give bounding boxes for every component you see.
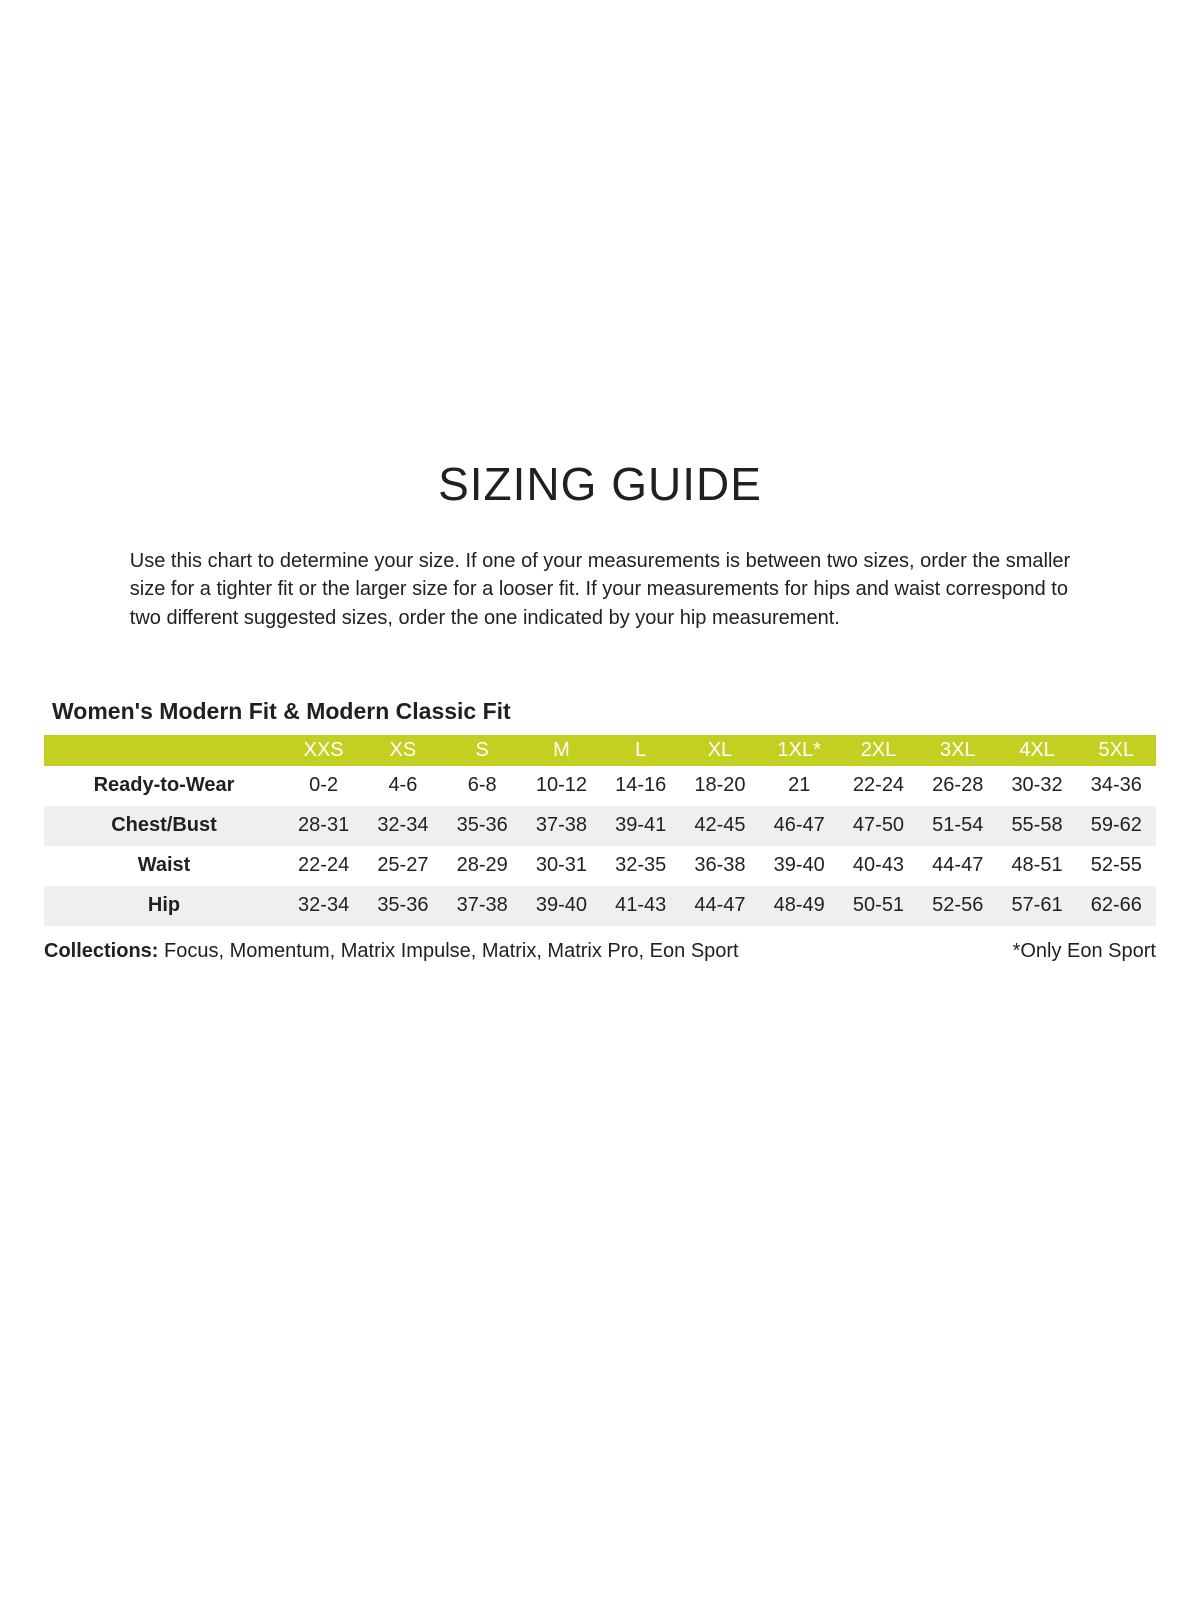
size-cell: 48-49 [773,894,825,917]
size-cell: 44-47 [932,854,984,877]
table-row-chest-bust: Chest/Bust 28-31 32-34 35-36 37-38 39-41… [44,805,1156,846]
intro-paragraph: Use this chart to determine your size. I… [130,547,1070,633]
size-cell: 39-40 [773,854,825,877]
size-cell: 36-38 [694,854,746,877]
size-column-header: 4XL [997,734,1077,766]
size-cell: 39-40 [535,894,587,917]
size-cell: 39-41 [615,814,667,837]
size-column-header: 2XL [838,734,919,766]
size-cell: 51-54 [932,814,984,837]
row-label: Waist [137,854,191,877]
size-cell: 41-43 [615,894,667,917]
size-cell: 42-45 [694,814,746,837]
size-cell: 46-47 [773,814,825,837]
size-cell: 25-27 [377,854,429,877]
size-cell: 26-28 [932,774,984,797]
intro-line: two different suggested sizes, order the… [129,606,840,629]
size-cell: 52-56 [932,894,984,917]
size-column-header: XXS [284,734,364,766]
row-label: Ready-to-Wear [93,774,235,797]
size-cell: 32-35 [615,854,667,877]
size-column-header: XL [680,734,760,766]
size-column-header: L [601,734,681,766]
size-cell: 40-43 [852,854,905,877]
size-header-row: XXS XS S M L XL 1XL* 2XL 3XL 4XL 5XL [44,734,1156,766]
size-cell: 14-16 [615,774,667,797]
size-cell: 59-62 [1090,814,1142,837]
size-cell: 30-31 [535,854,587,877]
size-column-header: 5XL [1076,734,1156,766]
size-cell: 32-34 [377,814,429,837]
table-row-ready-to-wear: Ready-to-Wear 0-2 4-6 6-8 10-12 14-16 18… [44,766,1156,806]
size-cell: 62-66 [1090,894,1142,917]
table-row-hip: Hip 32-34 35-36 37-38 39-40 41-43 44-47 … [44,885,1156,926]
sizing-guide-page: SIZING GUIDE Use this chart to determine… [44,458,1156,963]
size-cell: 21 [788,774,811,797]
section-heading: Women's Modern Fit & Modern Classic Fit [52,698,511,725]
size-cell: 22-24 [852,774,905,797]
collections-label: Collections: [44,939,159,962]
size-cell: 0-2 [309,774,339,797]
row-label: Hip [147,894,181,917]
table-row-waist: Waist 22-24 25-27 28-29 30-31 32-35 36-3… [44,846,1156,886]
size-cell: 28-29 [456,854,508,877]
size-cell: 22-24 [298,854,350,877]
size-cell: 48-51 [1011,854,1063,877]
size-column-header: 1XL* [759,734,839,766]
size-cell: 10-12 [535,774,587,797]
table-footer: Collections: Focus, Momentum, Matrix Imp… [44,940,1156,963]
size-cell: 37-38 [456,894,508,917]
size-column-header: M [521,734,602,766]
table-corner-cell [44,734,284,766]
size-cell: 44-47 [694,894,746,917]
collections-list: Focus, Momentum, Matrix Impulse, Matrix,… [164,939,739,962]
size-cell: 30-32 [1011,774,1063,797]
size-column-header: 3XL [918,734,998,766]
size-cell: 35-36 [456,814,508,837]
size-cell: 6-8 [467,774,497,797]
page-title: SIZING GUIDE [438,458,762,510]
intro-line: size for a tighter fit or the larger siz… [129,578,1068,601]
size-cell: 47-50 [852,814,905,837]
size-cell: 55-58 [1011,814,1063,837]
size-cell: 28-31 [298,814,350,837]
sizing-table: XXS XS S M L XL 1XL* 2XL 3XL 4XL 5XL Rea… [44,734,1156,926]
size-cell: 35-36 [377,894,429,917]
size-cell: 57-61 [1011,894,1063,917]
size-column-header: S [442,734,522,766]
size-cell: 50-51 [852,894,905,917]
intro-line: Use this chart to determine your size. I… [129,549,1071,572]
size-cell: 18-20 [694,774,746,797]
size-cell: 52-55 [1090,854,1142,877]
collections-note: Collections: Focus, Momentum, Matrix Imp… [44,940,739,963]
size-cell: 4-6 [388,774,418,797]
size-cell: 37-38 [535,814,587,837]
size-cell: 34-36 [1090,774,1142,797]
size-column-header: XS [363,734,443,766]
asterisk-note: *Only Eon Sport [1012,939,1156,962]
size-cell: 32-34 [298,894,350,917]
row-label: Chest/Bust [111,814,217,837]
